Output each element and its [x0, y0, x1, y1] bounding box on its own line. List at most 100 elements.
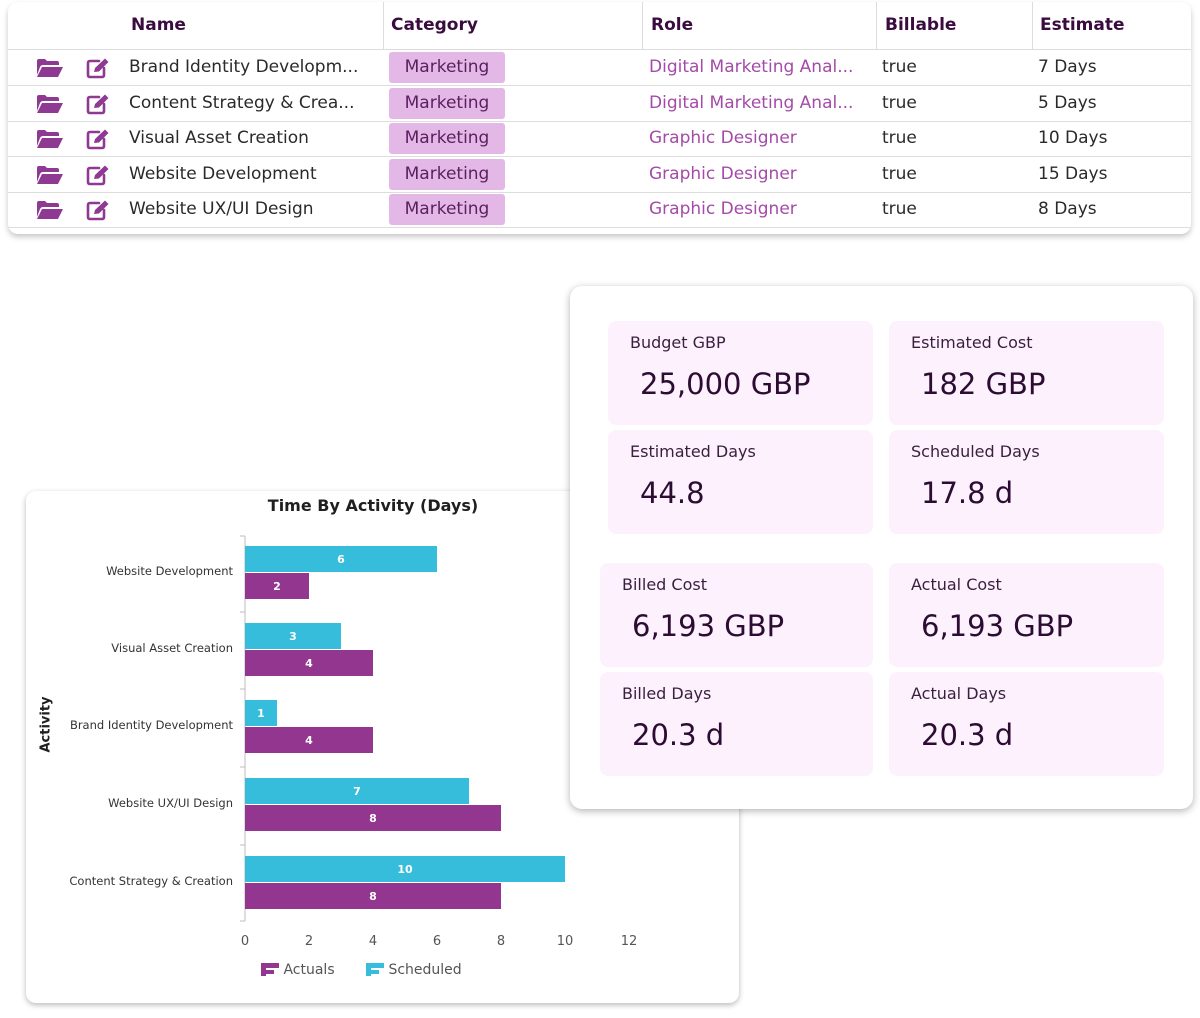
actuals-data-label: 4 [305, 734, 313, 747]
row-name[interactable]: Website UX/UI Design [129, 199, 314, 219]
row-billable: true [882, 128, 917, 148]
billed-days-label: Billed Days [622, 684, 712, 703]
x-tick-label: 4 [369, 934, 377, 949]
row-role[interactable]: Graphic Designer [649, 163, 797, 184]
legend-actuals[interactable]: Actuals [261, 962, 335, 978]
estimated-cost-value: 182 GBP [921, 367, 1046, 401]
header-category[interactable]: Category [391, 15, 478, 35]
actual-cost-stat: Actual Cost 6,193 GBP [889, 563, 1164, 667]
estimated-cost-stat: Estimated Cost 182 GBP [889, 321, 1164, 425]
row-billable: true [882, 57, 917, 77]
table-row[interactable]: Visual Asset Creation Marketing Graphic De… [8, 121, 1191, 157]
row-role[interactable]: Digital Marketing Anal... [649, 92, 854, 113]
actuals-bar [245, 883, 501, 909]
x-tick-label: 12 [621, 934, 638, 949]
category-label: Brand Identity Development [69, 718, 233, 732]
table-row[interactable]: Website Development Marketing Graphic Desi… [8, 157, 1191, 193]
legend-scheduled[interactable]: Scheduled [366, 962, 462, 978]
header-name[interactable]: Name [131, 15, 186, 35]
scheduled-days-value: 17.8 d [921, 476, 1014, 510]
category-chip: Marketing [389, 194, 505, 225]
row-billable: true [882, 199, 917, 219]
budget-value: 25,000 GBP [640, 367, 811, 401]
edit-icon[interactable] [86, 164, 110, 186]
actual-cost-label: Actual Cost [911, 575, 1002, 594]
row-estimate: 15 Days [1038, 163, 1108, 184]
row-name[interactable]: Visual Asset Creation [129, 128, 309, 148]
chart-title: Time By Activity (Days) [267, 496, 479, 515]
legend-scheduled-label: Scheduled [388, 962, 462, 978]
category-chip: Marketing [389, 158, 505, 190]
scheduled-days-label: Scheduled Days [911, 442, 1040, 461]
actual-days-value: 20.3 d [921, 718, 1014, 752]
folder-open-icon[interactable] [36, 199, 64, 221]
header-role[interactable]: Role [651, 15, 694, 35]
header-billable[interactable]: Billable [885, 15, 957, 35]
billed-cost-stat: Billed Cost 6,193 GBP [600, 563, 873, 667]
scheduled-data-label: 3 [289, 630, 297, 643]
row-name[interactable]: Website Development [129, 163, 317, 184]
category-label: Visual Asset Creation [111, 641, 233, 655]
table-row[interactable]: Content Strategy & Crea... Marketing Digit… [8, 86, 1191, 122]
scheduled-legend-icon [366, 963, 384, 976]
scheduled-data-label: 10 [397, 863, 413, 876]
row-role[interactable]: Digital Marketing Anal... [649, 57, 854, 77]
scheduled-bar [245, 778, 469, 804]
actuals-legend-icon [261, 963, 279, 976]
row-billable: true [882, 163, 917, 184]
actuals-data-label: 2 [273, 580, 281, 593]
folder-open-icon[interactable] [36, 57, 64, 79]
scheduled-data-label: 6 [337, 553, 345, 566]
row-role[interactable]: Graphic Designer [649, 199, 797, 219]
project-stats-panel: Budget GBP 25,000 GBP Estimated Cost 182… [570, 286, 1193, 809]
actuals-bar [245, 573, 309, 599]
scheduled-bar [245, 856, 565, 882]
row-name[interactable]: Brand Identity Developm... [129, 57, 359, 77]
category-chip: Marketing [389, 52, 505, 83]
table-header: Name Category Role Billable Estimate [8, 2, 1191, 50]
actuals-bar [245, 805, 501, 831]
estimated-days-value: 44.8 [640, 476, 705, 510]
x-tick-label: 8 [497, 934, 505, 949]
actuals-bar [245, 727, 373, 753]
actuals-bar [245, 650, 373, 676]
edit-icon[interactable] [86, 57, 110, 79]
row-estimate: 10 Days [1038, 128, 1108, 148]
category-chip: Marketing [389, 123, 505, 154]
scheduled-days-stat: Scheduled Days 17.8 d [889, 430, 1164, 534]
scheduled-bar [245, 546, 437, 572]
x-tick-label: 6 [433, 934, 441, 949]
scheduled-data-label: 7 [353, 785, 361, 798]
edit-icon[interactable] [86, 199, 110, 221]
x-tick-label: 2 [305, 934, 313, 949]
row-role[interactable]: Graphic Designer [649, 128, 797, 148]
estimated-days-stat: Estimated Days 44.8 [608, 430, 873, 534]
row-estimate: 7 Days [1038, 57, 1097, 77]
x-tick-label: 10 [557, 934, 574, 949]
row-name[interactable]: Content Strategy & Crea... [129, 92, 355, 113]
row-estimate: 8 Days [1038, 199, 1097, 219]
budget-label: Budget GBP [630, 333, 726, 352]
table-row[interactable]: Brand Identity Developm... Marketing Digit… [8, 50, 1191, 86]
table-row[interactable]: Website UX/UI Design Marketing Graphic Des… [8, 192, 1191, 228]
actuals-data-label: 4 [305, 657, 313, 670]
category-label: Website UX/UI Design [108, 796, 233, 810]
folder-open-icon[interactable] [36, 93, 64, 115]
category-chip: Marketing [389, 87, 505, 119]
estimated-cost-label: Estimated Cost [911, 333, 1033, 352]
edit-icon[interactable] [86, 93, 110, 115]
header-estimate[interactable]: Estimate [1040, 15, 1125, 35]
category-label: Website Development [106, 564, 233, 578]
edit-icon[interactable] [86, 128, 110, 150]
folder-open-icon[interactable] [36, 128, 64, 150]
scheduled-bar [245, 623, 341, 649]
billed-days-value: 20.3 d [632, 718, 725, 752]
category-label: Content Strategy & Creation [69, 874, 233, 888]
folder-open-icon[interactable] [36, 164, 64, 186]
scheduled-bar [245, 700, 277, 726]
billed-cost-label: Billed Cost [622, 575, 707, 594]
scheduled-data-label: 1 [257, 707, 265, 720]
actual-days-stat: Actual Days 20.3 d [889, 672, 1164, 776]
estimated-days-label: Estimated Days [630, 442, 756, 461]
row-billable: true [882, 92, 917, 113]
